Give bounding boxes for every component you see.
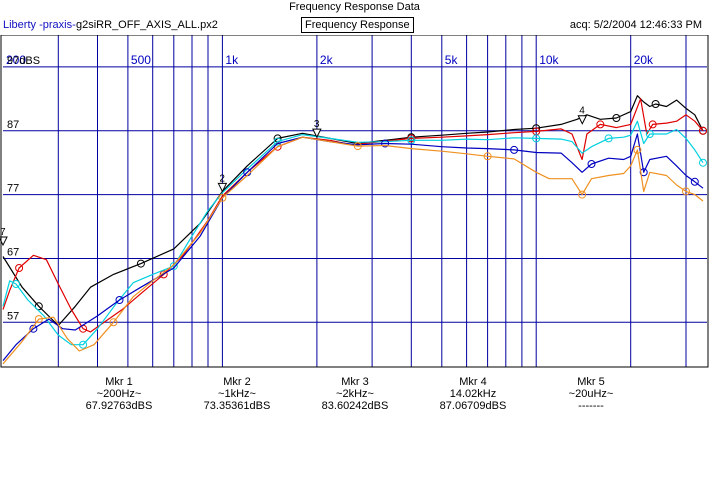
series-point-red <box>648 120 657 129</box>
x-tick-label: 500 <box>131 53 151 67</box>
marker-freq: ~20uHz~ <box>568 388 614 400</box>
marker-triangle <box>577 115 588 125</box>
series-point-orange <box>34 315 43 324</box>
x-tick-label: 1k <box>225 53 239 67</box>
page-title: Frequency Response Data <box>289 1 420 13</box>
marker-readout-2: Mkr 2 ~1kHz~ 73.35361dBS <box>177 376 297 412</box>
series-point-blue <box>115 296 124 304</box>
acquisition-timestamp: acq: 5/2/2004 12:46:33 PM <box>569 19 702 31</box>
series-point-blue <box>587 160 596 168</box>
frequency-response-plot: 200 500 1k 2k 5k 10k 20k 97dBS 87 77 67 57 7 2 3 4 <box>0 35 709 368</box>
marker-name: Mkr 5 <box>577 376 605 388</box>
marker-readout-1: Mkr 1 ~200Hz~ 67.92763dBS <box>59 376 179 412</box>
plot-grid <box>3 35 707 367</box>
x-tick-label: 20k <box>634 53 654 67</box>
series-line-orange <box>2 136 704 365</box>
series-point-orange <box>682 187 690 196</box>
marker-freq: ~200Hz~ <box>96 388 142 400</box>
marker-triangle <box>312 128 322 139</box>
tab-frequency-response[interactable]: Frequency Response <box>301 17 414 33</box>
series-point-blue <box>381 139 390 148</box>
marker-freq: 14.02kHz <box>449 388 497 400</box>
marker-value: 87.06709dBS <box>439 400 507 412</box>
series-point-blue <box>690 177 699 186</box>
x-tick-label: 5k <box>445 53 459 67</box>
series-point-orange <box>483 152 492 161</box>
series-point-black <box>136 259 145 268</box>
series-line-cyan <box>2 120 704 346</box>
marker-label: 7 <box>0 227 6 238</box>
plot-frame <box>0 35 709 368</box>
series-point-black <box>651 100 660 108</box>
series-point-orange <box>353 142 362 151</box>
series-point-orange <box>109 318 118 327</box>
y-tick-label: 67 <box>7 247 19 259</box>
marker-name: Mkr 2 <box>223 376 251 388</box>
marker-value: 73.35361dBS <box>203 400 271 412</box>
series-point-cyan <box>12 280 20 288</box>
marker-value: 83.60242dBS <box>321 400 389 412</box>
series-point-cyan <box>645 130 654 138</box>
marker-name: Mkr 1 <box>105 376 133 388</box>
series-point-red <box>15 264 24 272</box>
x-tick-label: 200 <box>6 53 26 67</box>
plot-markers: 7 2 3 4 <box>0 106 588 247</box>
y-tick-label: 57 <box>7 310 19 322</box>
marker-triangle <box>217 182 228 193</box>
series-point-cyan <box>273 137 282 146</box>
series-point-orange <box>578 190 587 199</box>
series-line-red <box>2 98 704 333</box>
marker-readout-4: Mkr 4 14.02kHz 87.06709dBS <box>413 376 533 412</box>
tick-labels: 200 500 1k 2k 5k 10k 20k 97dBS 87 77 67 57 <box>6 53 654 322</box>
marker-value: 67.92763dBS <box>85 400 153 412</box>
series-line-black <box>2 95 704 327</box>
app-label: Liberty -praxis- <box>3 19 76 31</box>
series-point-orange <box>633 145 642 154</box>
series-point-blue <box>510 145 519 154</box>
marker-freq: ~1kHz~ <box>218 388 256 400</box>
marker-readout-5: Mkr 5 ~20uHz~ ------- <box>531 376 651 412</box>
marker-freq: ~2kHz~ <box>336 388 374 400</box>
series-line-blue <box>2 133 704 361</box>
marker-name: Mkr 3 <box>341 376 369 388</box>
series-point-cyan <box>699 158 707 167</box>
series-point-black <box>612 114 621 122</box>
marker-label: 3 <box>314 119 320 130</box>
series-point-cyan <box>79 340 88 349</box>
series-point-red <box>596 120 605 129</box>
marker-label: 2 <box>219 173 225 184</box>
series-point-cyan <box>604 134 613 143</box>
marker-name: Mkr 4 <box>459 376 487 388</box>
x-tick-label: 2k <box>320 53 334 67</box>
y-tick-label: 77 <box>7 183 19 195</box>
series-point-red <box>699 126 707 135</box>
response-curves <box>2 95 707 365</box>
series-point-blue <box>29 324 38 333</box>
file-name: g2siRR_OFF_AXIS_ALL.px2 <box>76 19 218 31</box>
y-tick-label: 87 <box>7 119 19 131</box>
marker-readout-3: Mkr 3 ~2kHz~ 83.60242dBS <box>295 376 415 412</box>
marker-value: ------- <box>578 400 604 412</box>
series-point-cyan <box>169 262 178 271</box>
x-tick-label: 10k <box>539 53 559 67</box>
y-tick-label: 97dBS <box>7 55 40 67</box>
marker-label: 4 <box>579 106 585 117</box>
series-point-orange <box>218 193 227 202</box>
series-point-cyan <box>532 134 541 143</box>
series-point-black <box>34 302 43 311</box>
